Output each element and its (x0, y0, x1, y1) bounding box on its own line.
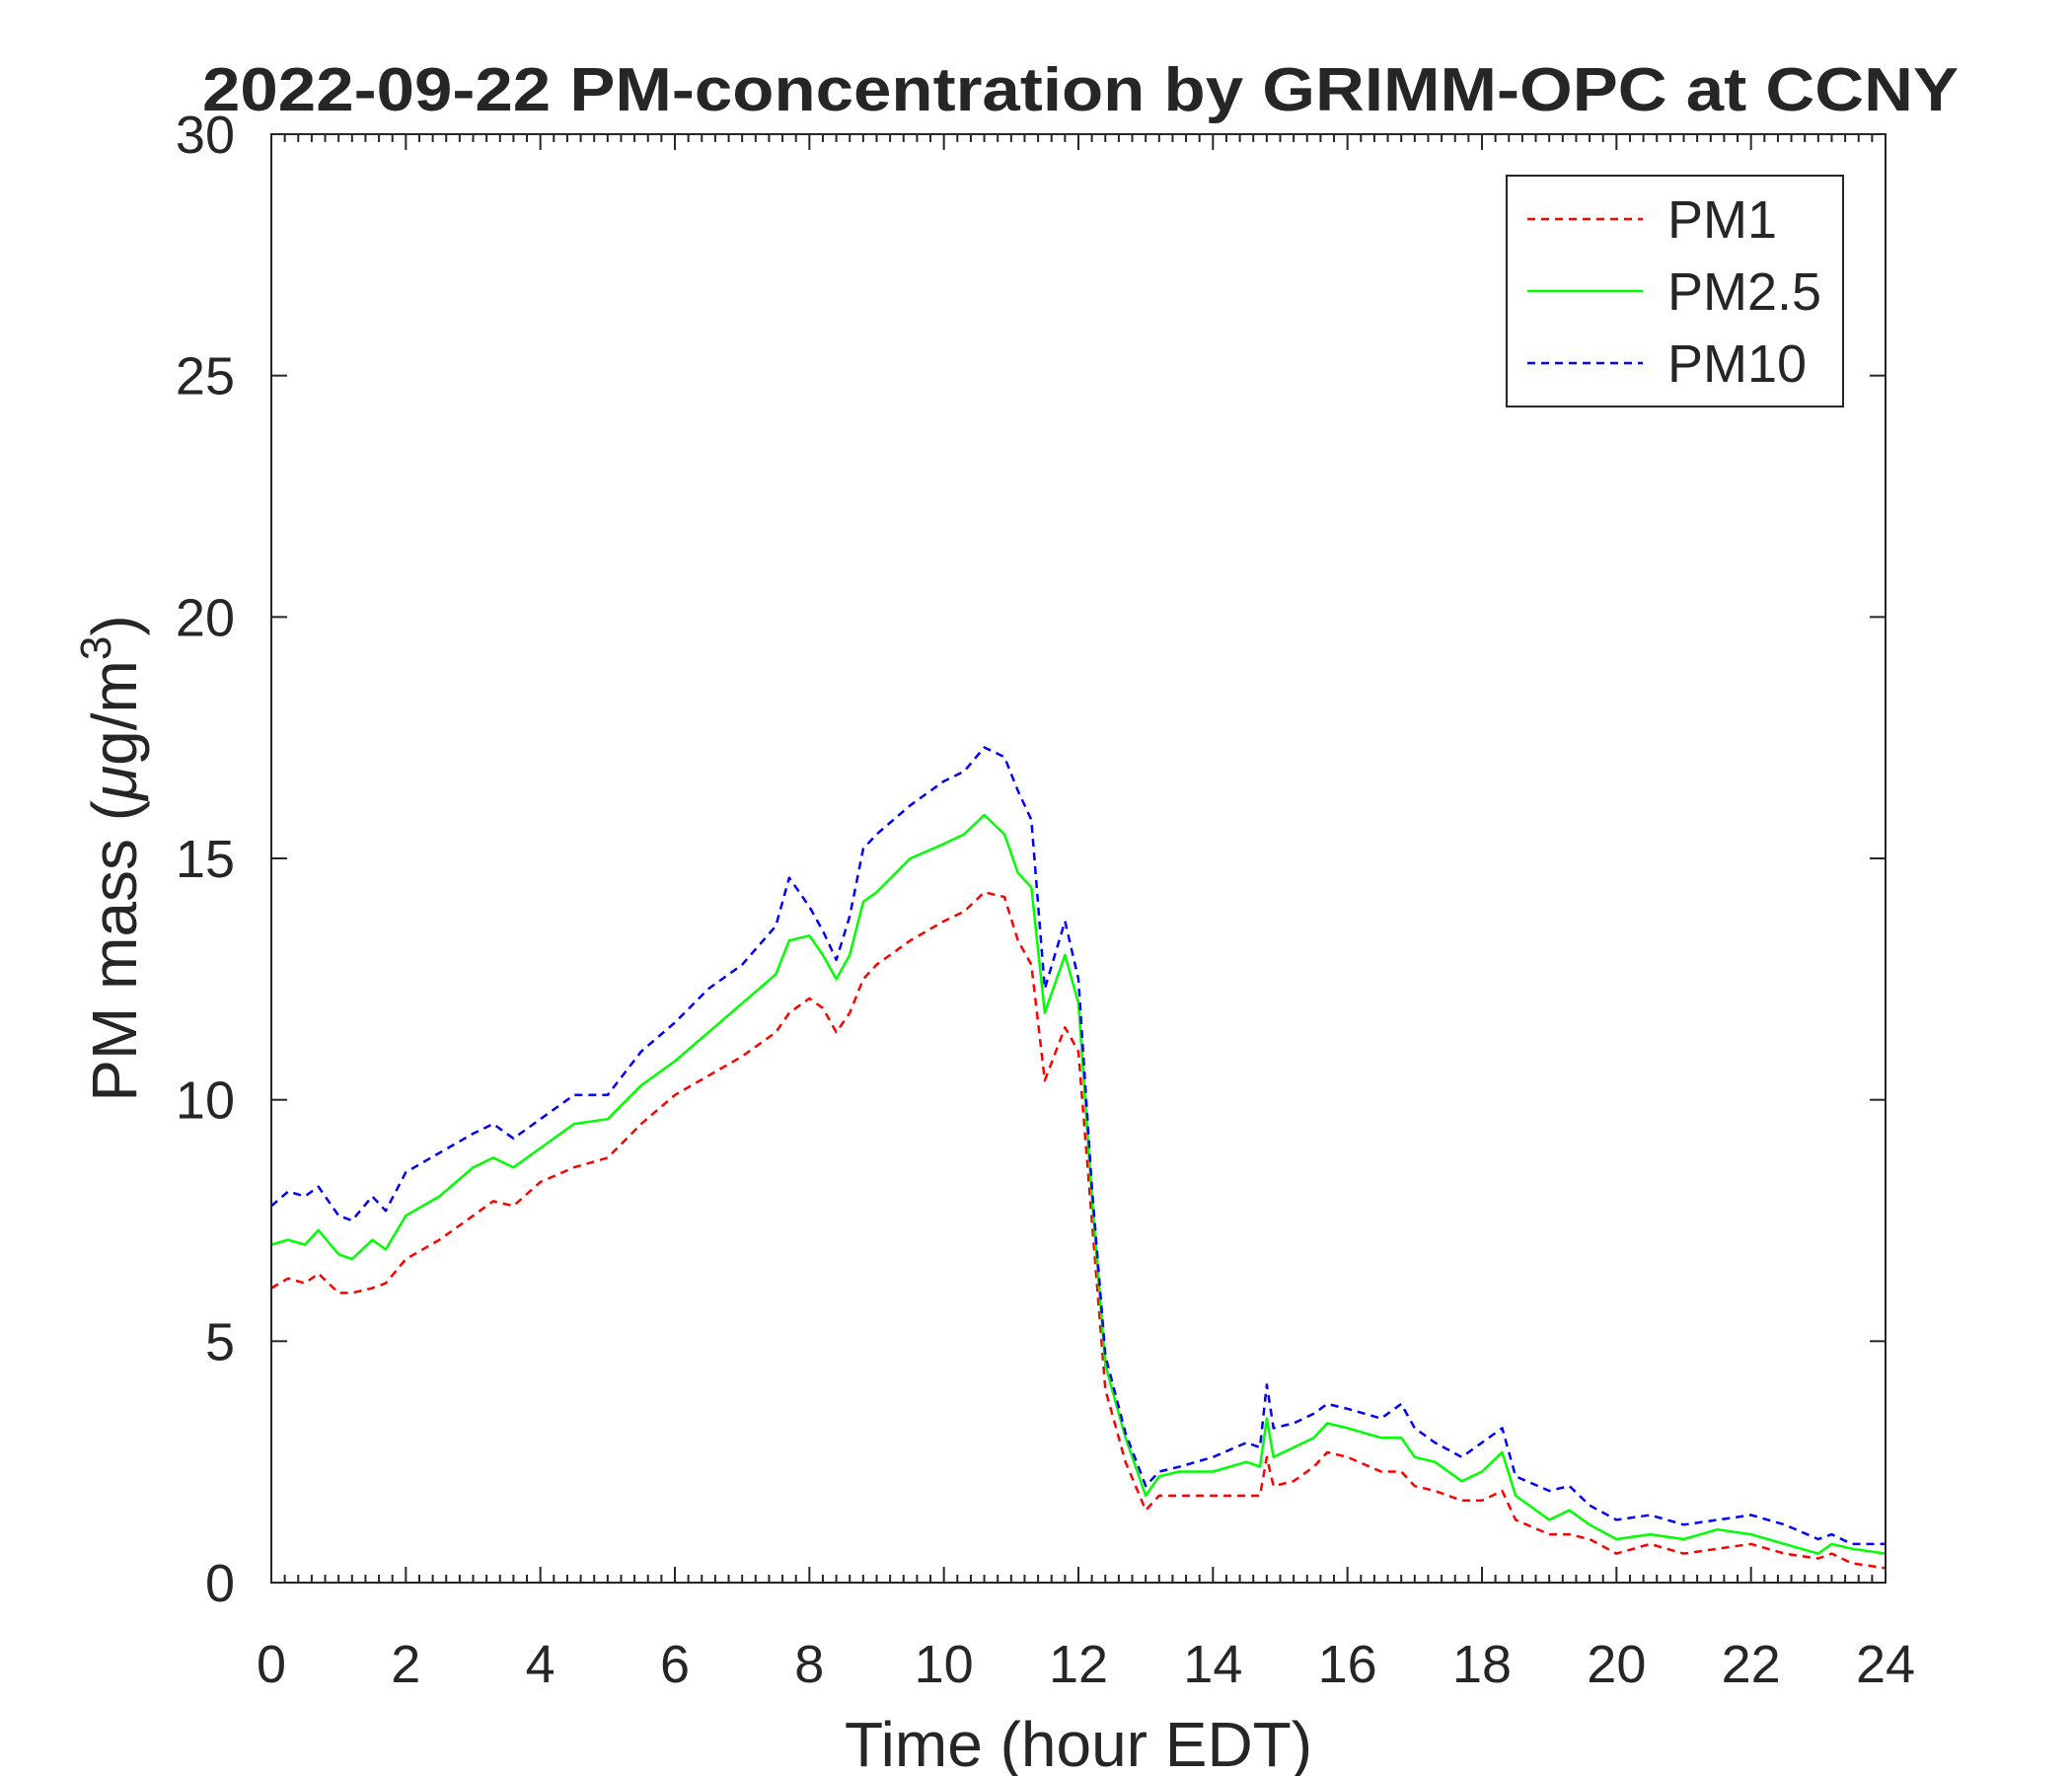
x-tick-label: 16 (1318, 1635, 1377, 1694)
x-tick-label: 2 (391, 1635, 420, 1694)
series-line-pm10 (270, 746, 1886, 1546)
y-label-mu: μ (79, 766, 150, 802)
x-tick-label: 8 (794, 1635, 824, 1694)
y-label-unit: g/m (79, 660, 150, 766)
y-tick-label: 0 (205, 1554, 235, 1613)
chart-title: 2022-09-22 PM-concentration by GRIMM-OPC… (202, 56, 1959, 124)
x-tick-label: 14 (1183, 1635, 1242, 1694)
legend-label: PM1 (1667, 190, 1777, 250)
legend-label: PM2.5 (1667, 262, 1821, 322)
y-tick-label: 20 (176, 588, 235, 647)
y-label-main: PM mass ( (79, 800, 150, 1102)
x-tick-label: 0 (257, 1635, 286, 1694)
axis-ticks (270, 133, 1887, 1584)
series-layer (270, 746, 1887, 1570)
y-tick-label: 30 (176, 106, 235, 165)
x-tick-label: 22 (1722, 1635, 1781, 1694)
x-tick-label: 4 (526, 1635, 555, 1694)
axes-box (270, 133, 1887, 1584)
x-axis-label: Time (hour EDT) (845, 1709, 1312, 1776)
x-tick-label: 18 (1452, 1635, 1512, 1694)
legend: PM1 PM2.5 PM10 (1506, 175, 1844, 407)
x-tick-label: 12 (1049, 1635, 1108, 1694)
y-label-sup: 3 (72, 636, 120, 660)
y-tick-labels: 0 5 10 15 20 25 30 (176, 106, 235, 1613)
x-tick-label: 20 (1587, 1635, 1646, 1694)
y-tick-label: 5 (205, 1312, 235, 1371)
y-tick-label: 25 (176, 347, 235, 407)
y-label-close: ) (79, 615, 150, 635)
y-axis-label: PM mass (μg/m3) (72, 615, 150, 1101)
x-tick-labels: 0 2 4 6 8 10 12 14 16 18 20 22 24 (257, 1635, 1915, 1694)
x-tick-label: 10 (915, 1635, 974, 1694)
x-tick-label: 24 (1856, 1635, 1915, 1694)
x-tick-label: 6 (660, 1635, 690, 1694)
legend-label: PM10 (1667, 334, 1807, 394)
series-line-pm1 (270, 891, 1887, 1570)
y-tick-label: 10 (176, 1072, 235, 1131)
y-tick-label: 15 (176, 830, 235, 889)
series-line-pm2-5 (270, 813, 1887, 1555)
